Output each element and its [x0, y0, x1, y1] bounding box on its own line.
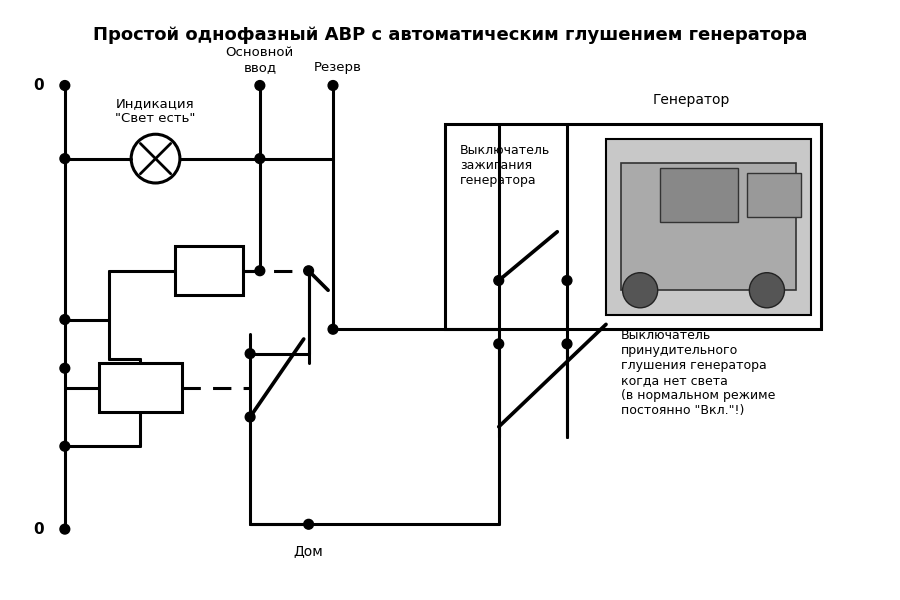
Circle shape — [494, 275, 504, 286]
Circle shape — [255, 266, 265, 275]
Text: Выключатель
зажигания
генератора: Выключатель зажигания генератора — [460, 144, 550, 187]
Circle shape — [303, 266, 313, 275]
Circle shape — [60, 524, 69, 534]
Bar — [660, 169, 738, 222]
Circle shape — [255, 80, 265, 91]
Circle shape — [328, 80, 338, 91]
Circle shape — [245, 349, 255, 359]
Text: Простой однофазный АВР с автоматическим глушением генератора: Простой однофазный АВР с автоматическим … — [93, 26, 807, 44]
Circle shape — [562, 339, 572, 349]
Bar — [175, 247, 243, 295]
Text: Дом: Дом — [293, 544, 323, 558]
Bar — [99, 364, 182, 412]
Circle shape — [328, 325, 338, 334]
Bar — [747, 173, 801, 217]
Text: Резерв: Резерв — [314, 61, 362, 74]
Circle shape — [245, 412, 255, 422]
Circle shape — [750, 272, 785, 308]
Circle shape — [60, 364, 69, 373]
Circle shape — [255, 154, 265, 163]
Text: Выключатель
принудительного
глушения генератора
когда нет света
(в нормальном ре: Выключатель принудительного глушения ген… — [621, 329, 775, 417]
Circle shape — [494, 339, 504, 349]
Circle shape — [60, 80, 69, 91]
Bar — [446, 124, 821, 329]
Text: Основной
ввод: Основной ввод — [226, 46, 294, 74]
Text: Генератор: Генератор — [652, 93, 730, 107]
Text: Индикация
"Свет есть": Индикация "Свет есть" — [115, 97, 195, 125]
Text: 0: 0 — [32, 78, 43, 93]
Text: 0: 0 — [32, 521, 43, 536]
Bar — [621, 163, 796, 290]
Circle shape — [60, 314, 69, 325]
Circle shape — [303, 520, 313, 529]
Circle shape — [623, 272, 658, 308]
Circle shape — [60, 154, 69, 163]
Bar — [606, 139, 811, 314]
Circle shape — [562, 275, 572, 286]
Circle shape — [60, 442, 69, 451]
